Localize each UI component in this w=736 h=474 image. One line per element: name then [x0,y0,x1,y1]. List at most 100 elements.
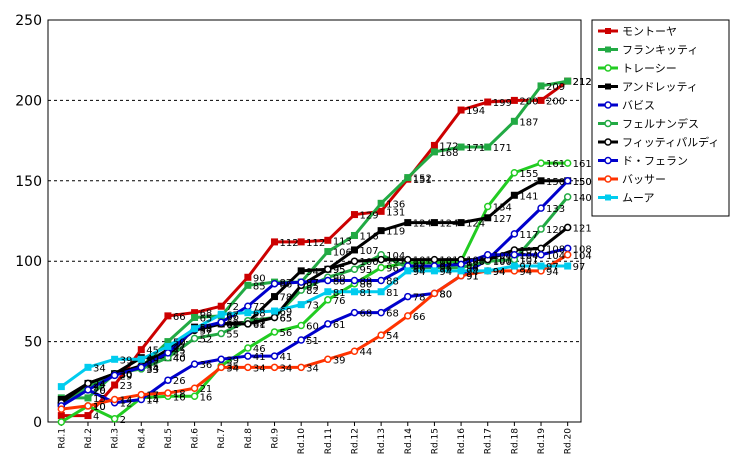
data-label: 106 [333,248,352,259]
data-label: 39 [146,355,159,366]
legend: モントーヤフランキッティトレーシーアンドレッティバビスフェルナンデスフィッティパ… [591,19,730,217]
data-label: 18 [173,389,186,400]
data-point [484,143,492,151]
data-label: 97 [546,262,559,273]
data-label: 161 [546,159,565,170]
data-point [484,267,492,275]
data-point [510,96,518,104]
data-label: 51 [306,336,319,347]
data-label: 101 [439,256,458,267]
data-point [324,265,332,273]
data-point [430,148,438,156]
data-label: 140 [573,193,592,204]
data-label: 107 [359,246,378,257]
data-label: 108 [546,244,565,255]
data-point [483,202,492,211]
data-label: 39 [333,355,346,366]
data-label: 41 [253,352,266,363]
legend-label: ド・フェラン [622,155,688,168]
data-label: 65 [280,313,293,324]
data-point [297,267,305,275]
data-label: 21 [200,384,213,395]
data-label: 101 [466,256,485,267]
y-tick-label: 150 [15,174,42,190]
data-label: 50 [173,338,186,349]
data-point [377,288,385,296]
data-point [217,310,225,318]
data-label: 45 [173,346,186,357]
data-label: 94 [466,267,479,278]
data-label: 150 [573,177,592,188]
data-point [244,363,252,372]
legend-marker [604,138,612,146]
data-label: 4 [93,412,99,423]
data-label: 34 [146,363,159,374]
data-point [483,251,492,259]
data-label: 41 [280,352,293,363]
data-point [510,169,519,177]
data-label: 15 [146,394,159,405]
series-line [61,79,569,418]
data-label: 96 [413,264,426,275]
data-label: 67 [226,310,239,321]
data-label: 39 [226,355,239,366]
data-point [377,199,385,207]
legend-marker [605,28,611,34]
data-point [324,320,332,328]
data-point [457,267,465,275]
y-tick-label: 200 [15,93,42,109]
data-point [137,363,146,372]
data-point [297,321,305,330]
data-point [404,255,412,264]
data-label: 35 [226,362,239,373]
data-label: 35 [146,362,159,373]
x-axis: Rd.1 Rd.2 Rd.3 Rd.4 Rd.5 Rd.6 Rd.7 Rd.8 Rd.9 Rd.1… [57,422,574,454]
data-point [563,251,572,259]
data-label: 100 [359,257,378,268]
data-label: 68 [253,309,266,320]
data-point [190,360,199,368]
data-point [110,371,119,380]
data-label: 66 [413,312,426,323]
data-point [377,331,385,339]
data-label: 81 [359,288,372,299]
data-point [164,389,172,397]
data-label: 95 [359,265,372,276]
data-label: 85 [253,281,266,292]
data-label: 17 [146,391,159,402]
legend-label: モントーヤ [622,25,677,38]
data-point [510,191,518,199]
data-label: 78 [413,293,426,304]
data-label: 200 [519,96,538,107]
legend-marker [604,175,612,183]
data-point [217,363,225,372]
data-label: 104 [573,251,592,262]
data-label: 62 [253,318,266,329]
data-point [270,313,279,322]
data-label: 59 [200,323,213,334]
data-label: 80 [439,289,452,300]
data-label: 161 [573,159,592,170]
data-point [270,279,279,288]
data-point [350,347,359,355]
data-label: 10 [93,402,106,413]
data-point [324,288,332,296]
legend-label: フィッティパルディ [622,135,719,149]
data-label: 16 [200,392,213,403]
data-point [84,394,92,402]
data-label: 209 [546,82,565,93]
data-label: 68 [200,309,213,320]
data-point [537,225,545,233]
data-point [271,293,279,301]
data-point [350,308,359,317]
data-point [190,384,199,392]
data-label: 199 [493,98,512,109]
data-label: 97 [519,262,532,273]
data-label: 87 [280,278,293,289]
data-label: 30 [120,370,133,381]
data-label: 104 [546,251,565,262]
data-point [137,390,146,399]
data-label: 30 [120,370,133,381]
data-point [430,219,438,227]
